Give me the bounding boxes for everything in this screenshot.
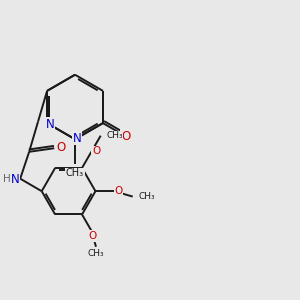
- Text: N: N: [46, 118, 54, 131]
- Text: O: O: [88, 231, 96, 241]
- Text: N: N: [11, 173, 19, 186]
- Text: H: H: [3, 174, 10, 184]
- Text: O: O: [56, 141, 65, 154]
- Text: N: N: [72, 132, 81, 145]
- Text: O: O: [115, 186, 123, 196]
- Text: O: O: [121, 130, 130, 143]
- Text: CH₃: CH₃: [138, 192, 155, 201]
- Text: CH₃: CH₃: [66, 168, 84, 178]
- Text: CH₃: CH₃: [106, 131, 123, 140]
- Text: CH₃: CH₃: [88, 249, 104, 258]
- Text: O: O: [92, 146, 100, 156]
